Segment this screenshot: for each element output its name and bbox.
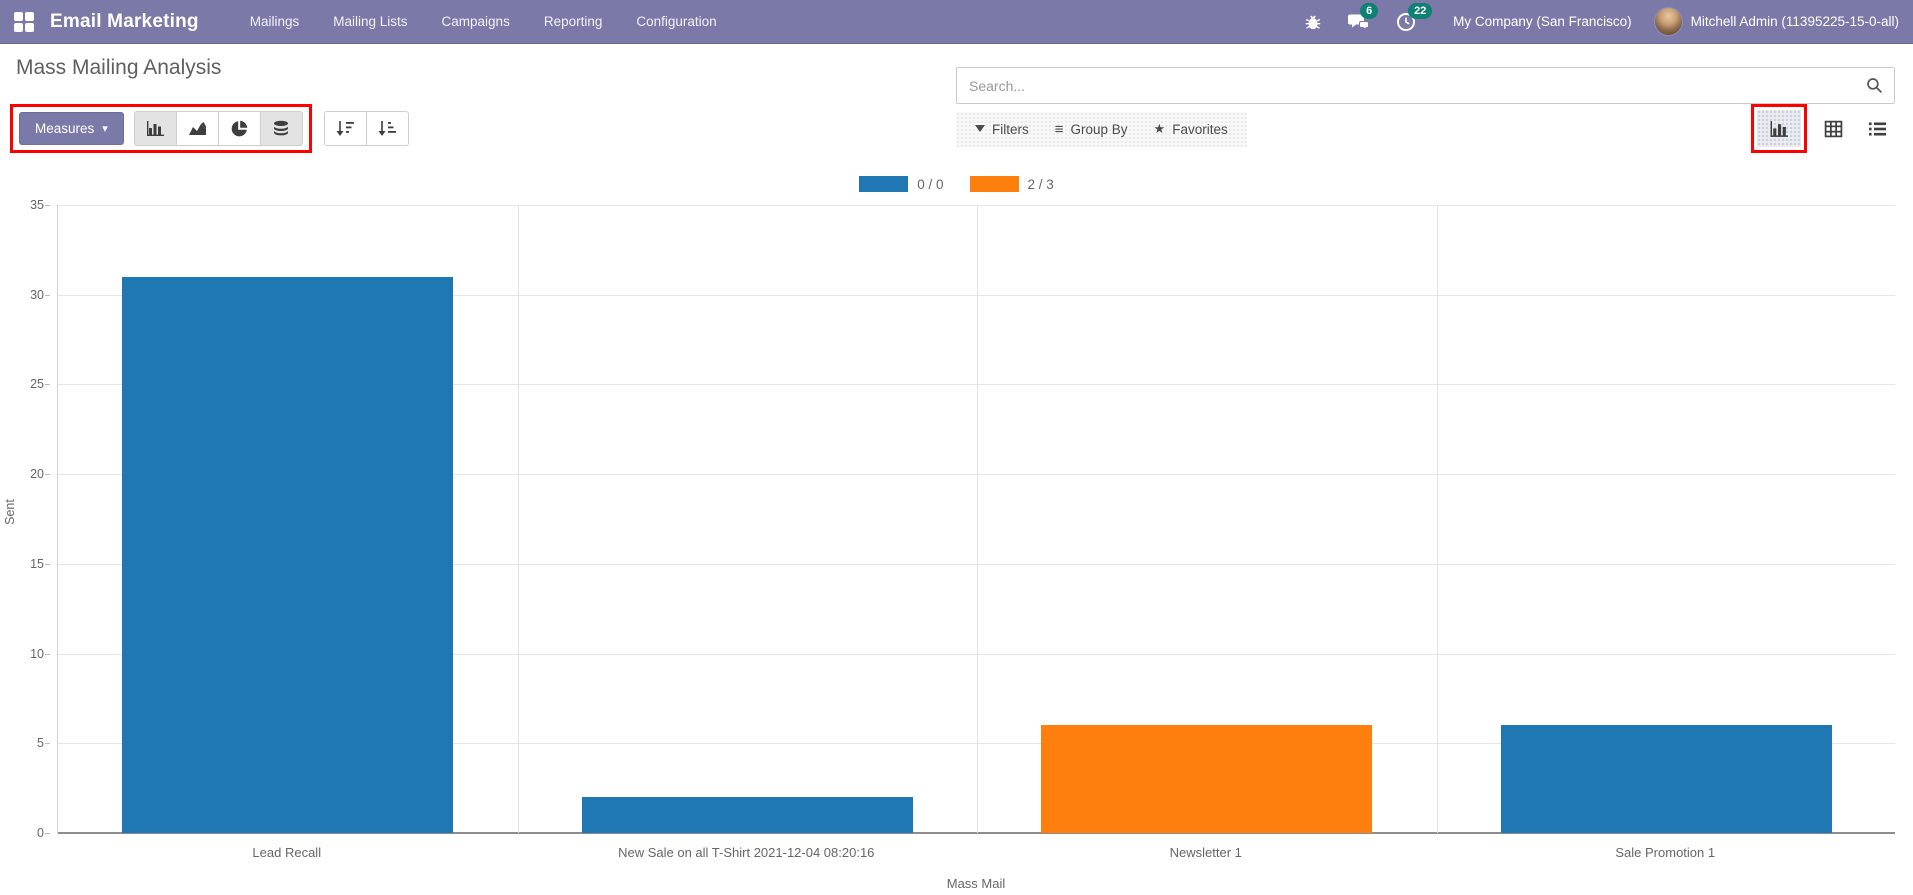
bar[interactable]: [581, 797, 913, 833]
bar[interactable]: [122, 276, 454, 833]
gridline-vertical: [517, 205, 519, 833]
favorites-label: Favorites: [1172, 122, 1228, 137]
search-bar: [956, 67, 1895, 104]
measures-button[interactable]: Measures ▾: [19, 112, 124, 145]
activities-badge: 22: [1408, 2, 1433, 19]
chart-legend: 0 / 0 2 / 3: [0, 176, 1913, 192]
y-tick-mark: [45, 384, 50, 386]
filter-bar: Filters ≡ Group By ★ Favorites: [956, 112, 1247, 147]
stacked-chart-icon[interactable]: [259, 111, 303, 146]
legend-swatch: [859, 176, 909, 192]
bar[interactable]: [1500, 725, 1832, 833]
activities-clock-icon[interactable]: 22: [1396, 2, 1433, 32]
gridline-horizontal: [58, 743, 1895, 745]
legend-item[interactable]: 2 / 3: [969, 176, 1054, 192]
y-tick-label: 20: [30, 467, 44, 482]
y-tick-label: 0: [37, 826, 44, 840]
y-tick-mark: [45, 653, 50, 655]
pivot-view-icon[interactable]: [1811, 110, 1855, 147]
bar[interactable]: [1041, 725, 1373, 833]
x-axis-line: [58, 832, 1895, 834]
filter-icon: [975, 125, 985, 132]
x-category-label: Newsletter 1: [1169, 845, 1242, 860]
chevron-down-icon: ▾: [102, 123, 108, 135]
x-axis-category-labels: Lead Recall New Sale on all T-Shirt 2021-…: [57, 845, 1895, 863]
legend-label: 0 / 0: [917, 176, 944, 192]
y-tick-label: 30: [30, 287, 44, 302]
nav-item-campaigns[interactable]: Campaigns: [441, 13, 510, 29]
x-category-label: Sale Promotion 1: [1615, 845, 1716, 860]
company-switcher[interactable]: My Company (San Francisco): [1453, 14, 1632, 29]
legend-swatch: [969, 176, 1019, 192]
y-tick-label: 5: [37, 736, 44, 751]
y-tick-label: 10: [30, 646, 44, 661]
chart-plot-area: [57, 205, 1895, 834]
page-title: Mass Mailing Analysis: [16, 56, 222, 79]
top-navbar: Email Marketing Mailings Mailing Lists C…: [0, 0, 1913, 44]
y-tick-mark: [45, 294, 50, 296]
sort-descending-icon[interactable]: [323, 111, 367, 146]
y-tick-mark: [45, 563, 50, 565]
nav-item-configuration[interactable]: Configuration: [636, 13, 717, 29]
user-menu[interactable]: Mitchell Admin (11395225-15-0-all): [1653, 7, 1899, 36]
messages-badge: 6: [1360, 3, 1379, 19]
x-category-label: New Sale on all T-Shirt 2021-12-04 08:20…: [618, 845, 875, 860]
favorites-button[interactable]: ★ Favorites: [1141, 112, 1241, 147]
annotation-highlight-measures: Measures ▾: [10, 104, 312, 153]
gridline-vertical: [1436, 205, 1438, 833]
navbar-right: 6 22 My Company (San Francisco) Mitchell…: [1291, 2, 1899, 36]
x-axis-title: Mass Mail: [946, 876, 1006, 891]
gridline-horizontal: [58, 653, 1895, 655]
search-input[interactable]: [957, 77, 1854, 94]
graph-view-icon[interactable]: [1757, 110, 1801, 147]
legend-item[interactable]: 0 / 0: [859, 176, 944, 192]
gridline-vertical: [977, 205, 978, 833]
gridline-horizontal: [58, 474, 1895, 476]
group-by-icon: ≡: [1054, 121, 1064, 138]
y-axis: 0 5 10 15 20 25 30 35: [0, 198, 50, 840]
view-switcher: [1751, 104, 1899, 153]
sort-group: [323, 111, 409, 146]
chart-controls: Measures ▾: [10, 104, 409, 153]
filters-label: Filters: [992, 122, 1029, 137]
filters-button[interactable]: Filters: [962, 112, 1042, 147]
y-tick-label: 15: [30, 556, 44, 571]
favorites-star-icon: ★: [1153, 120, 1166, 136]
avatar: [1653, 7, 1683, 36]
sort-ascending-icon[interactable]: [365, 111, 409, 146]
user-name: Mitchell Admin (11395225-15-0-all): [1690, 14, 1899, 29]
y-tick-label: 35: [30, 198, 44, 212]
apps-grid-icon[interactable]: [14, 11, 34, 32]
annotation-highlight-graph-view: [1751, 104, 1807, 153]
gridline-horizontal: [58, 205, 1895, 206]
y-tick-mark: [45, 833, 50, 834]
x-category-label: Lead Recall: [252, 845, 322, 860]
y-tick-mark: [45, 205, 50, 206]
area-chart-icon[interactable]: [175, 111, 219, 146]
y-tick-mark: [45, 474, 50, 476]
search-icon[interactable]: [1854, 68, 1894, 103]
nav-item-reporting[interactable]: Reporting: [543, 13, 603, 29]
y-tick-mark: [45, 743, 50, 745]
gridline-horizontal: [58, 384, 1895, 386]
nav-item-mailings[interactable]: Mailings: [249, 13, 300, 29]
chart-type-group: [133, 111, 303, 146]
list-view-icon[interactable]: [1855, 110, 1899, 147]
group-by-button[interactable]: ≡ Group By: [1042, 112, 1141, 147]
app-brand[interactable]: Email Marketing: [50, 10, 199, 32]
measures-label: Measures: [35, 121, 95, 136]
y-tick-label: 25: [30, 377, 44, 392]
bug-icon[interactable]: [1304, 13, 1322, 31]
gridline-horizontal: [58, 563, 1895, 565]
messages-icon[interactable]: 6: [1348, 3, 1379, 31]
pie-chart-icon[interactable]: [217, 111, 261, 146]
bar-chart-icon[interactable]: [133, 111, 177, 146]
gridline-horizontal: [58, 294, 1895, 296]
legend-label: 2 / 3: [1027, 176, 1054, 192]
group-by-label: Group By: [1070, 122, 1128, 137]
nav-item-mailing-lists[interactable]: Mailing Lists: [333, 13, 408, 29]
